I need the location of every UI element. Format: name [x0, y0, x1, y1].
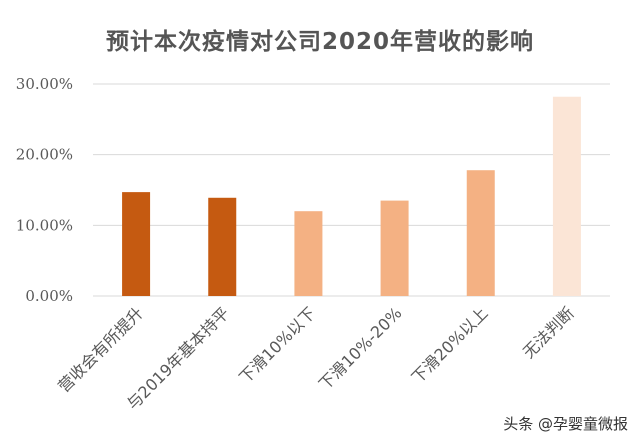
- watermark-text: 头条 @孕婴童微报: [503, 415, 628, 433]
- watermark: 头条 @孕婴童微报: [503, 413, 628, 434]
- x-category-label: 营收会有所提升: [54, 303, 147, 396]
- x-category-label: 无法判断: [519, 303, 578, 362]
- x-category-label: 下滑10%以下: [235, 303, 319, 387]
- bar: [552, 96, 581, 296]
- bar: [294, 211, 323, 296]
- y-tick-label: 30.00%: [16, 75, 73, 93]
- grid-lines: [93, 83, 610, 297]
- y-axis-ticks: 0.00% 10.00% 20.00% 30.00%: [16, 75, 73, 305]
- bar: [208, 197, 237, 296]
- bars: [122, 96, 581, 296]
- y-tick-label: 0.00%: [25, 287, 73, 305]
- x-category-label: 下滑10%-20%: [315, 303, 405, 393]
- bar: [380, 200, 409, 296]
- y-tick-label: 20.00%: [16, 146, 73, 164]
- chart-title: 预计本次疫情对公司2020年营收的影响: [105, 29, 534, 55]
- y-tick-label: 10.00%: [16, 216, 73, 234]
- x-category-label: 下滑20%以上: [408, 303, 492, 387]
- bar: [466, 170, 495, 296]
- bar: [122, 192, 151, 296]
